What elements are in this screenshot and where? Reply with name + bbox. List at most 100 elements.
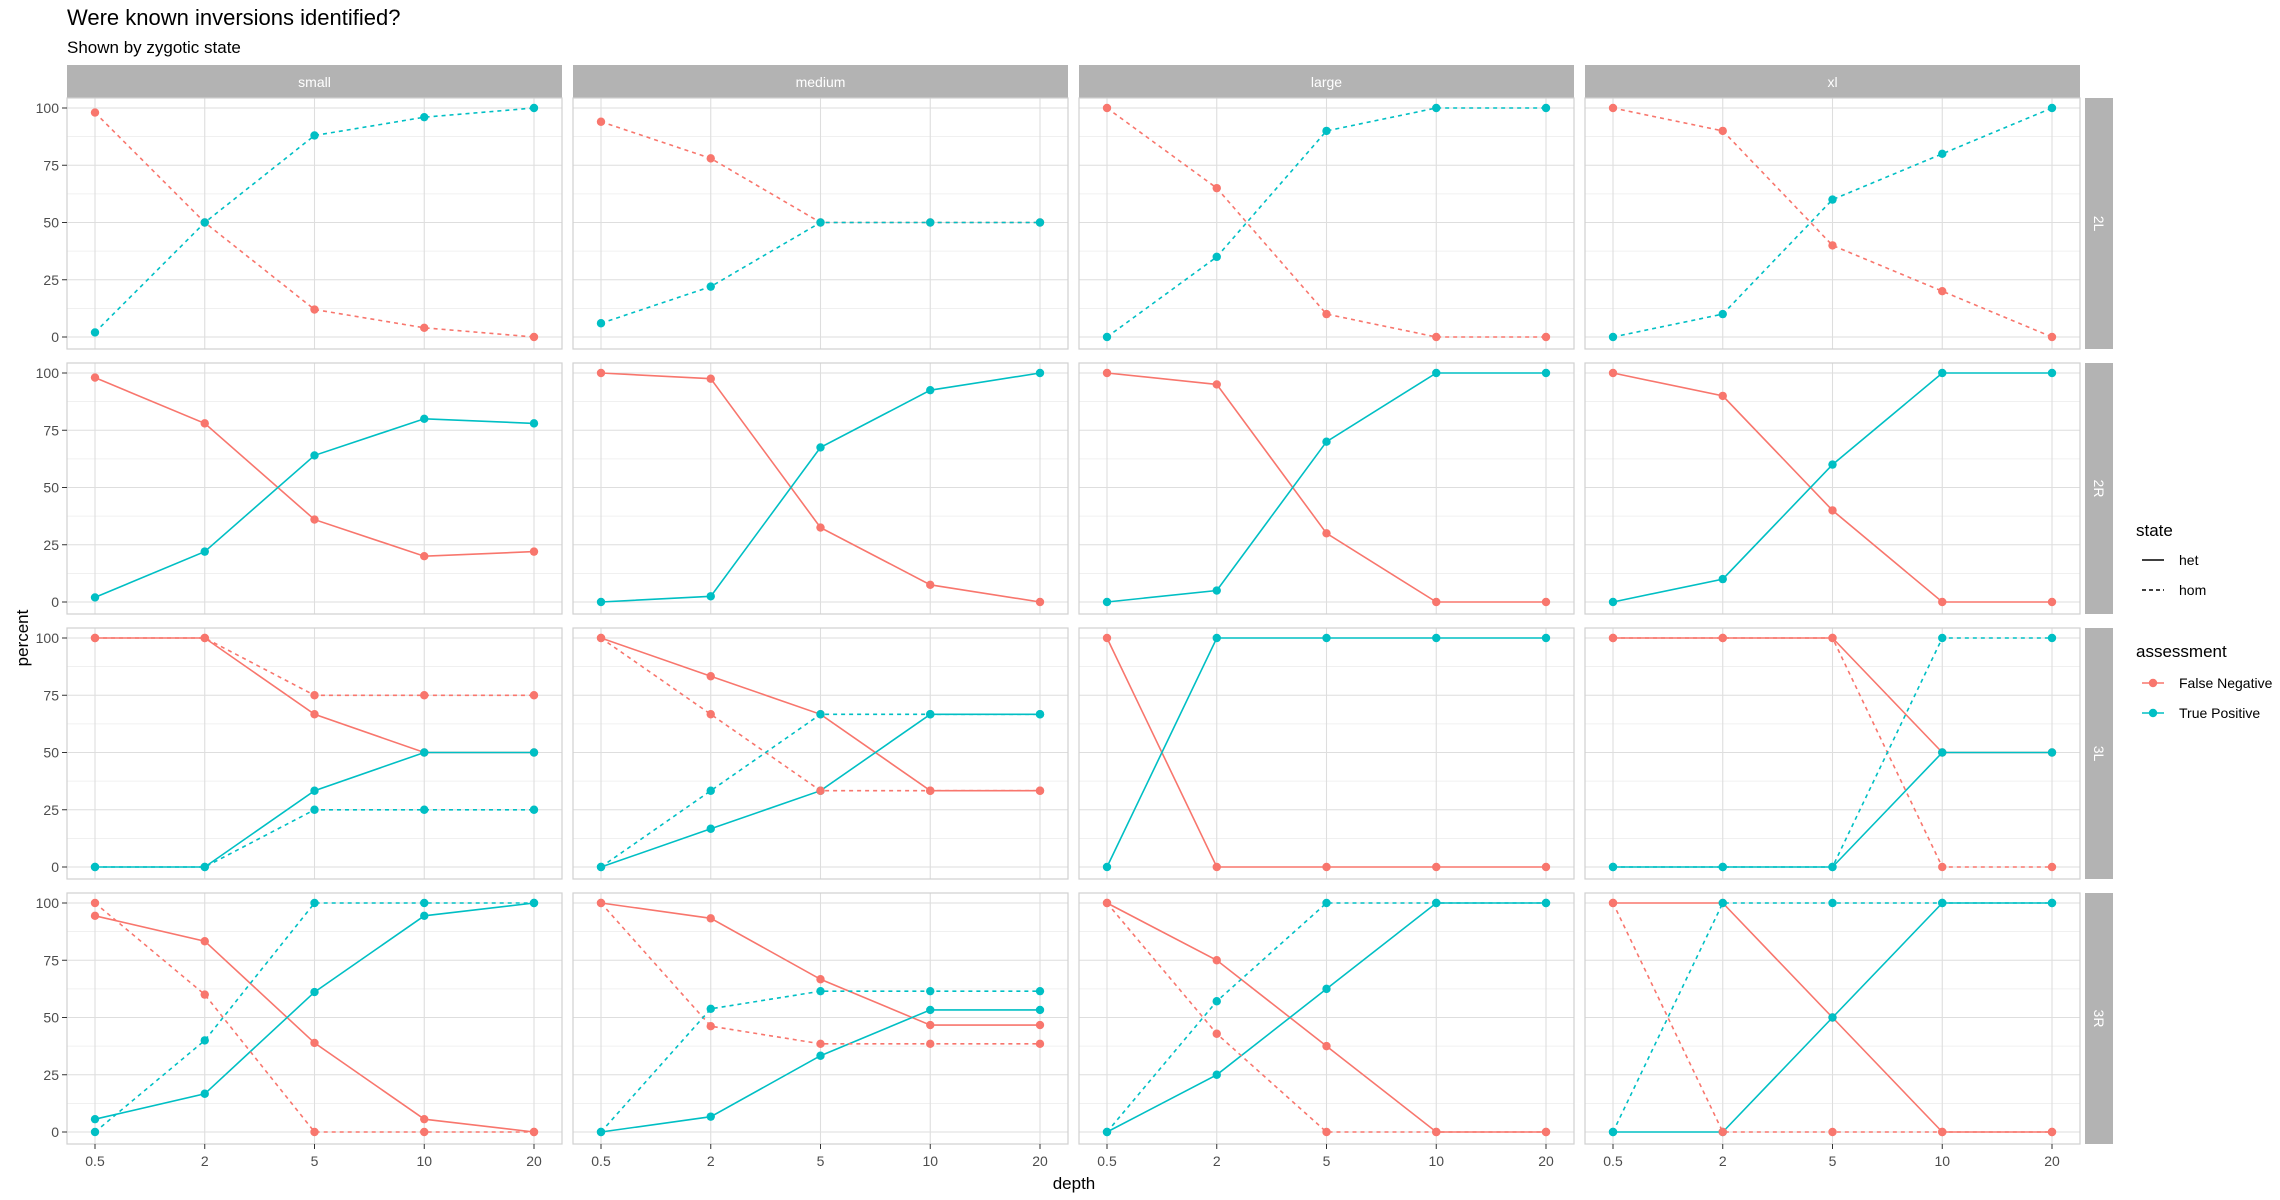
data-point-tp-hom [1035, 710, 1045, 719]
strip-2l [2085, 98, 2113, 349]
y-tick-label: 100 [36, 895, 60, 911]
data-point-tp-hom [90, 328, 100, 337]
data-point-fn-hom [1212, 1029, 1221, 1038]
series-line-tp-hom [94, 902, 534, 1133]
data-point-tp-het [1828, 1013, 1837, 1022]
data-point-tp-het [2047, 368, 2057, 378]
data-point-fn-hom [529, 1127, 539, 1137]
y-tick-label: 50 [43, 480, 59, 496]
strip-label-3r: 3R [2091, 1010, 2107, 1028]
x-tick-label: 0.5 [85, 1153, 105, 1169]
data-point-tp-het [1718, 574, 1727, 584]
panel-border [1078, 362, 1575, 615]
y-tick-label: 50 [43, 745, 59, 761]
data-point-fn-hom [529, 332, 539, 342]
series-line-tp-hom [1106, 902, 1546, 1133]
strip-label-small: small [298, 74, 331, 90]
y-tick-label: 75 [43, 687, 59, 703]
data-point-fn-het [1322, 529, 1331, 538]
data-point-tp-hom [1035, 218, 1045, 227]
data-point-tp-hom [926, 218, 935, 227]
x-tick-label: 10 [1934, 1153, 1950, 1169]
data-point-fn-hom [1541, 1127, 1551, 1137]
series-group-3l-small [90, 633, 539, 872]
data-point-fn-hom [596, 117, 606, 126]
data-point-tp-hom [1938, 898, 1947, 908]
data-point-fn-het [1102, 633, 1112, 643]
data-point-tp-het [706, 824, 715, 833]
data-point-fn-hom [926, 786, 935, 795]
legend-key-point-tp [2148, 708, 2158, 718]
data-point-tp-het [90, 593, 100, 602]
data-point-fn-het [1938, 597, 1947, 607]
chart-title: Were known inversions identified? [67, 5, 400, 30]
data-point-tp-hom [310, 805, 319, 814]
data-point-tp-hom [1541, 898, 1551, 908]
data-point-tp-het [1102, 862, 1112, 872]
y-tick-label: 0 [51, 594, 59, 610]
panel-2r-large [1078, 362, 1575, 615]
data-point-fn-het [1828, 506, 1837, 515]
data-point-tp-het [1212, 633, 1221, 643]
data-point-tp-hom [706, 282, 715, 291]
data-point-tp-het [310, 451, 319, 460]
data-point-tp-het [1035, 1005, 1045, 1015]
data-point-tp-hom [1608, 862, 1618, 872]
series-group-3l-xl [1608, 633, 2057, 872]
data-point-fn-het [529, 547, 539, 556]
data-point-tp-het [1938, 748, 1947, 757]
data-point-fn-het [90, 373, 100, 382]
data-point-fn-het [420, 552, 429, 561]
data-point-tp-hom [926, 986, 935, 996]
data-point-fn-het [200, 937, 209, 946]
panel-border [1078, 97, 1575, 350]
data-point-tp-hom [1718, 862, 1727, 872]
x-tick-label: 20 [526, 1153, 542, 1169]
data-point-tp-hom [1432, 103, 1441, 113]
series-line-fn-hom [1612, 107, 2053, 338]
data-point-fn-het [310, 515, 319, 524]
data-point-tp-hom [1212, 997, 1221, 1006]
data-point-fn-hom [1541, 332, 1551, 342]
data-point-tp-het [420, 414, 429, 423]
data-point-tp-hom [90, 862, 100, 872]
data-point-fn-hom [1102, 103, 1112, 113]
y-tick-label: 50 [43, 1010, 59, 1026]
data-point-fn-het [420, 1114, 429, 1124]
x-tick-label: 10 [922, 1153, 938, 1169]
data-point-tp-het [420, 748, 429, 757]
x-tick-label: 20 [1538, 1153, 1554, 1169]
data-point-tp-het [1828, 460, 1837, 469]
data-point-fn-het [1541, 597, 1551, 607]
data-point-tp-het [1322, 437, 1331, 446]
data-point-tp-het [420, 911, 429, 921]
series-group-2r-xl [1608, 368, 2057, 607]
y-tick-label: 0 [51, 1124, 59, 1140]
data-point-tp-het [200, 1089, 209, 1098]
strip-3r [2085, 893, 2113, 1144]
legend-label-fn: False Negative [2179, 675, 2273, 691]
series-group-3l-medium [596, 633, 1045, 872]
data-point-fn-hom [1718, 633, 1727, 643]
x-tick-label: 0.5 [1603, 1153, 1623, 1169]
series-line-tp-hom [94, 107, 535, 333]
panel-3r-medium [572, 892, 1069, 1145]
x-tick-label: 20 [2044, 1153, 2060, 1169]
x-tick-label: 0.5 [1097, 1153, 1117, 1169]
data-point-tp-hom [706, 786, 715, 795]
panel-2r-small [66, 362, 563, 615]
data-point-tp-het [1212, 1070, 1221, 1079]
data-point-fn-hom [310, 305, 319, 314]
data-point-fn-hom [926, 1039, 935, 1049]
data-point-tp-het [529, 419, 539, 428]
strip-large [1079, 65, 1574, 98]
data-point-fn-hom [529, 691, 539, 700]
data-point-tp-hom [200, 862, 209, 872]
y-tick-label: 25 [43, 1067, 59, 1083]
y-tick-label: 75 [43, 952, 59, 968]
panel-border [1584, 627, 2081, 880]
series-line-fn-hom [1106, 107, 1546, 338]
strip-label-xl: xl [1827, 74, 1837, 90]
data-point-fn-het [1718, 391, 1727, 401]
